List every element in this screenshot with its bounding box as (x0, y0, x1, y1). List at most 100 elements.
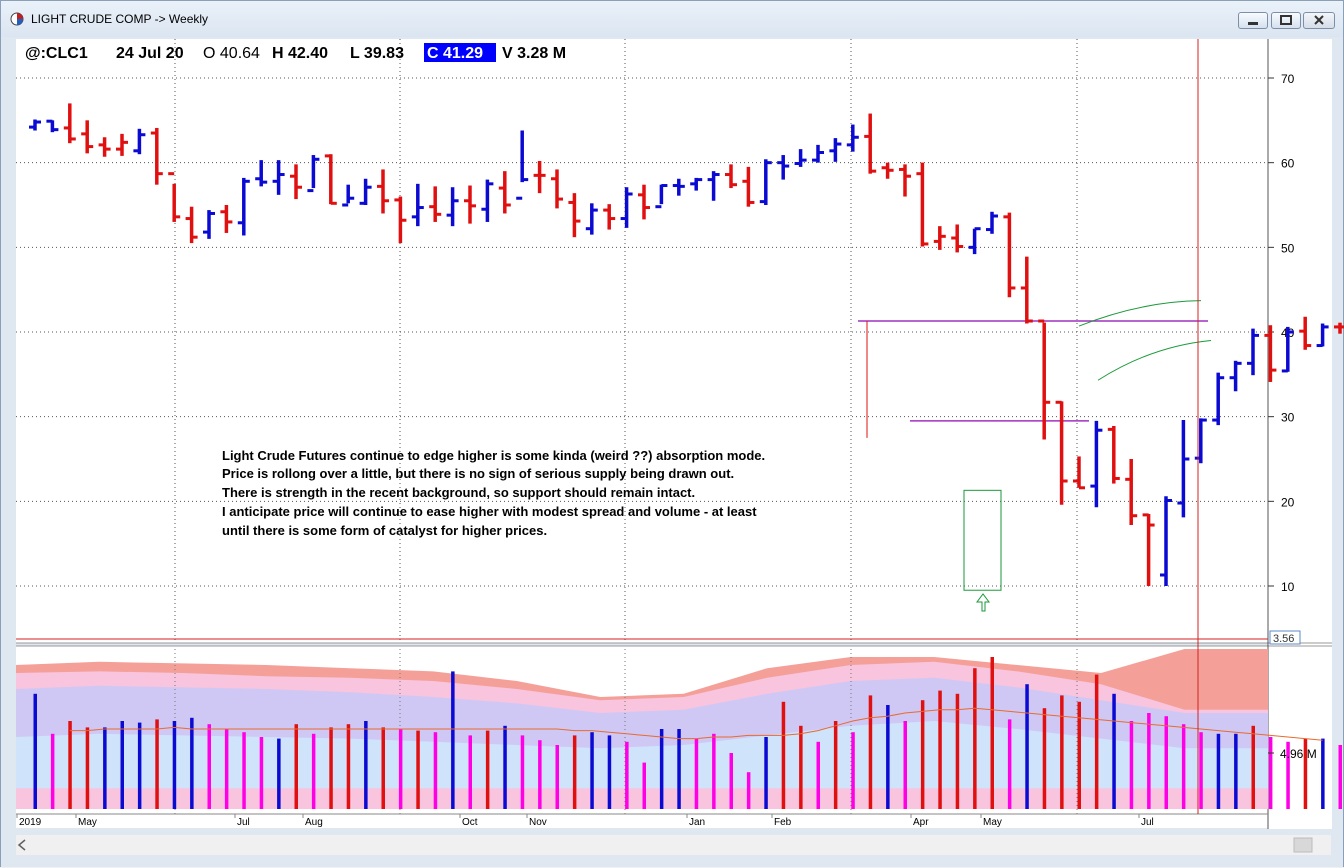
high-label: H 42.40 (272, 45, 328, 62)
volume-bar (556, 745, 560, 809)
volume-bar (677, 729, 681, 809)
volume-bar (817, 742, 821, 809)
volume-bar (1339, 745, 1343, 809)
volume-bar (1060, 695, 1064, 809)
volume-bar (416, 731, 420, 809)
volume-axis-label: 4.96 M (1280, 747, 1317, 761)
volume-bar (521, 735, 525, 809)
time-label-9: May (983, 817, 1002, 828)
time-label-3: Aug (305, 817, 323, 828)
volume-bar (208, 724, 212, 809)
time-label-10: Jul (1141, 817, 1154, 828)
time-label-4: Oct (462, 817, 478, 828)
volume-bar (382, 727, 386, 809)
price-tick-label-4: 50 (1281, 241, 1295, 255)
annotation-line-1: Light Crude Futures continue to edge hig… (222, 448, 765, 463)
price-tick-label-2: 30 (1281, 411, 1295, 425)
annotation-line-5: until there is some form of catalyst for… (222, 523, 547, 538)
time-label-5: Nov (529, 817, 547, 828)
horizontal-scrollbar[interactable] (16, 835, 1331, 855)
close-label: C 41.29 (427, 45, 483, 62)
time-label-8: Apr (913, 817, 929, 828)
volume-bar (660, 729, 664, 809)
symbol-label: @:CLC1 (25, 45, 88, 62)
price-tick-label-5: 60 (1281, 157, 1295, 171)
volume-bar (1112, 694, 1116, 809)
volume-bar (347, 724, 351, 809)
volume-bar (643, 763, 647, 809)
volume-bar (851, 732, 855, 809)
volume-bar (451, 671, 455, 809)
volume-bar (329, 727, 333, 809)
volume-bar (1147, 713, 1151, 809)
volume-bar (103, 727, 107, 809)
volume-bar (991, 657, 995, 809)
price-bar (1334, 323, 1344, 334)
volume-bar (608, 735, 612, 809)
volume-bar (277, 739, 281, 809)
volume-bar (364, 721, 368, 809)
volume-bar (190, 718, 194, 809)
volume-bar (121, 721, 125, 809)
volume-bar (312, 734, 316, 809)
time-label-2: Jul (237, 817, 250, 828)
scroll-thumb[interactable] (1294, 838, 1312, 852)
volume-bar (590, 732, 594, 809)
volume-bar (1234, 734, 1238, 809)
volume-bar (625, 742, 629, 809)
volume-bar (173, 721, 177, 809)
volume-bar (242, 732, 246, 809)
time-label-7: Feb (774, 817, 792, 828)
volume-bar (573, 735, 577, 809)
volume-bar (1043, 708, 1047, 809)
volume-bar (799, 726, 803, 809)
volume-label: V 3.28 M (502, 45, 566, 62)
open-label: O 40.64 (203, 45, 260, 62)
time-label-1: May (78, 817, 97, 828)
volume-bar (486, 731, 490, 809)
volume-bar (764, 737, 768, 809)
volume-bar (904, 721, 908, 809)
volume-bar (1252, 726, 1256, 809)
volume-bar (1165, 716, 1169, 809)
volume-bar (1095, 675, 1099, 809)
time-label-6: Jan (689, 817, 705, 828)
axis-panel-bg (1268, 39, 1332, 829)
annotation-line-4: I anticipate price will continue to ease… (222, 504, 757, 519)
volume-bar (869, 695, 873, 809)
volume-bar (1199, 732, 1203, 809)
volume-bar (1269, 737, 1273, 809)
volume-bar (138, 723, 142, 809)
volume-bar (973, 668, 977, 809)
volume-bar (295, 724, 299, 809)
volume-bar (1217, 734, 1221, 809)
price-tick-label-0: 10 (1281, 580, 1295, 594)
volume-bar (695, 739, 699, 809)
volume-bar (956, 694, 960, 809)
volume-bar (834, 721, 838, 809)
time-label-0: 2019 (19, 817, 42, 828)
date-label: 24 Jul 20 (116, 45, 184, 62)
volume-bar (51, 734, 55, 809)
volume-bar (68, 721, 72, 809)
volume-bar (434, 732, 438, 809)
annotation-line-3: There is strength in the recent backgrou… (222, 485, 695, 500)
status-bar (1, 858, 1343, 867)
price-panel-bg (16, 39, 1268, 643)
volume-bar (782, 702, 786, 809)
volume-bar (1321, 739, 1325, 809)
volume-bar (1182, 724, 1186, 809)
volume-bar (747, 772, 751, 809)
volume-bar (1025, 684, 1029, 809)
low-label: L 39.83 (350, 45, 404, 62)
volume-bar (712, 734, 716, 809)
axis-min-label: 3.56 (1273, 633, 1294, 645)
volume-bar (225, 729, 229, 809)
volume-bar (1008, 719, 1012, 809)
volume-bar (886, 705, 890, 809)
volume-bar (469, 735, 473, 809)
volume-bar (503, 726, 507, 809)
volume-bar (399, 729, 403, 809)
